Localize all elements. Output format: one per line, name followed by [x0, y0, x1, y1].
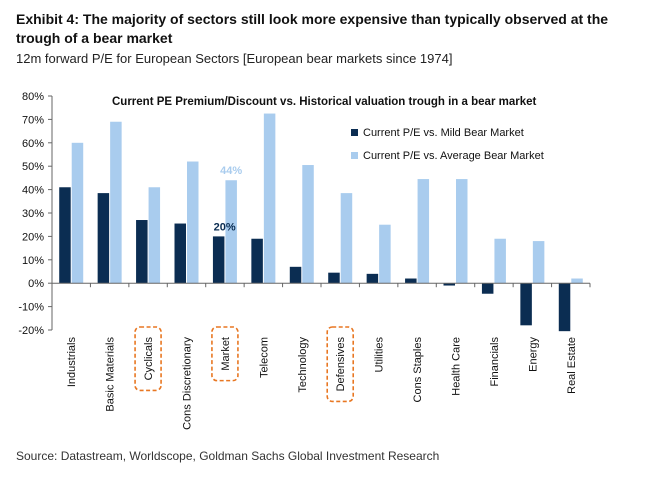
y-tick-label: 80% [22, 91, 44, 103]
bar-average [571, 278, 583, 284]
category-label: Energy [527, 337, 539, 372]
y-tick-label: 50% [22, 161, 44, 173]
category-label: Defensives [335, 337, 347, 392]
bar-mild [481, 283, 494, 294]
category-highlight-box [326, 326, 355, 403]
bar-average [263, 113, 276, 284]
bar-average [110, 121, 122, 284]
y-tick-label: 40% [22, 185, 44, 197]
category-label: Basic Materials [105, 337, 117, 412]
category-highlight-box [211, 326, 239, 382]
legend: Current P/E vs. Mild Bear Market Current … [351, 127, 544, 162]
data-label: 20% [214, 221, 236, 233]
chart-title: Current PE Premium/Discount vs. Historic… [112, 96, 536, 108]
category-label: Cons Discretionary [182, 337, 194, 430]
category-label: Technology [297, 337, 309, 393]
bar-mild [136, 220, 148, 284]
bar-mild [59, 187, 71, 284]
exhibit-title: Exhibit 4: The majority of sectors still… [16, 11, 609, 46]
bar-average [71, 142, 84, 284]
bar-mild [366, 273, 379, 284]
bar-mild [97, 193, 110, 284]
bar-mild [328, 272, 340, 284]
bar-average [379, 224, 391, 284]
y-tick-label: 0% [28, 278, 44, 290]
bar-average [148, 187, 161, 284]
category-label: Utilities [374, 337, 386, 373]
y-tick-label: 30% [22, 208, 44, 220]
bar-average [340, 193, 353, 284]
y-tick-label: -10% [18, 302, 44, 314]
data-label: 44% [220, 165, 242, 177]
legend-label: Current P/E vs. Mild Bear Market [363, 127, 524, 139]
category-highlight-box [134, 326, 162, 392]
category-label: Health Care [451, 337, 463, 396]
bar-average [494, 238, 506, 284]
bar-average [187, 161, 199, 284]
y-tick-label: 70% [22, 114, 44, 126]
category-highlights [134, 326, 355, 403]
x-axis [51, 282, 591, 288]
y-axis: 80% 70% 60% 50% 40% 30% 20% 10% 0% -10% -20% [18, 91, 53, 337]
category-label: Cons Staples [412, 337, 424, 403]
y-tick-label: -20% [18, 325, 44, 337]
category-label: Telecom [258, 337, 270, 378]
category-label: Industrials [66, 337, 78, 388]
y-tick-label: 10% [22, 255, 44, 267]
exhibit-subtitle: 12m forward P/E for European Sectors [Eu… [16, 51, 453, 66]
bar-average [302, 165, 314, 284]
bar-average [417, 179, 430, 284]
bar-mild [289, 266, 302, 284]
category-label: Real Estate [566, 337, 578, 394]
source-note: Source: Datastream, Worldscope, Goldman … [16, 449, 440, 463]
bar-mild [174, 223, 186, 284]
bar-average [532, 241, 545, 284]
bar-mild [520, 283, 532, 326]
legend-swatch [351, 129, 358, 136]
bar-mild [251, 238, 263, 284]
bar-mild [443, 283, 455, 286]
category-labels: Industrials Basic Materials Cyclicals Cons … [66, 337, 578, 430]
legend-label: Current P/E vs. Average Bear Market [363, 150, 544, 162]
category-label: Financials [489, 337, 501, 387]
legend-swatch [351, 152, 358, 159]
bar-mild [558, 283, 571, 332]
bar-average [456, 179, 468, 284]
bar-mild [212, 236, 225, 284]
bars [59, 113, 583, 332]
y-tick-label: 20% [22, 231, 44, 243]
bar-mild [405, 278, 417, 284]
bar-average [225, 180, 237, 284]
category-label: Market [220, 337, 232, 371]
data-labels: 20% 44% [214, 165, 243, 233]
y-tick-label: 60% [22, 138, 44, 150]
category-label: Cyclicals [143, 337, 155, 381]
